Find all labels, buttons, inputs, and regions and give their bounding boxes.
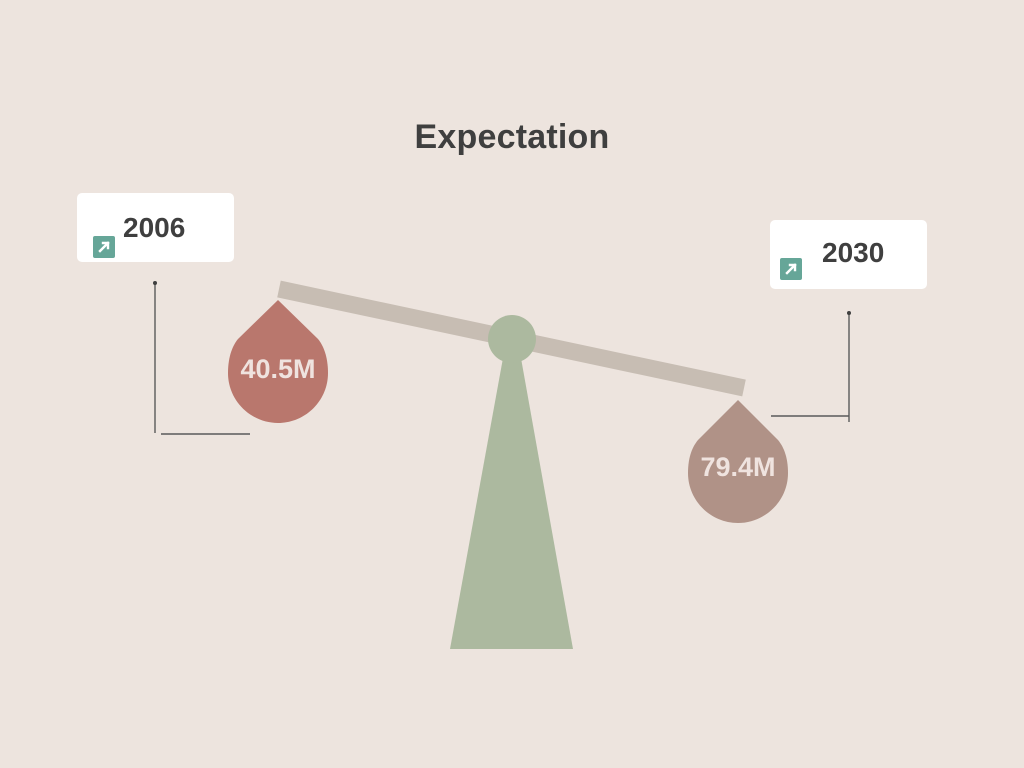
left-connector-dot	[153, 281, 157, 285]
chart-title: Expectation	[414, 118, 610, 156]
left-value-label: 40.5M	[240, 354, 315, 384]
left-year-card: 2006	[77, 193, 234, 262]
scale-pivot	[488, 315, 536, 363]
arrow-up-right-icon-glyph	[98, 241, 110, 253]
right-year-card: 2030	[770, 220, 927, 289]
arrow-up-right-icon	[780, 258, 802, 280]
left-value-drop	[228, 300, 328, 423]
scale-stand	[450, 347, 573, 649]
right-connector-dot	[847, 311, 851, 315]
arrow-up-right-icon-glyph	[785, 263, 797, 275]
right-value-label: 79.4M	[700, 452, 775, 482]
left-year-label: 2006	[123, 212, 186, 243]
right-value-drop	[688, 400, 788, 523]
right-year-label: 2030	[822, 237, 885, 268]
arrow-up-right-icon	[93, 236, 115, 258]
